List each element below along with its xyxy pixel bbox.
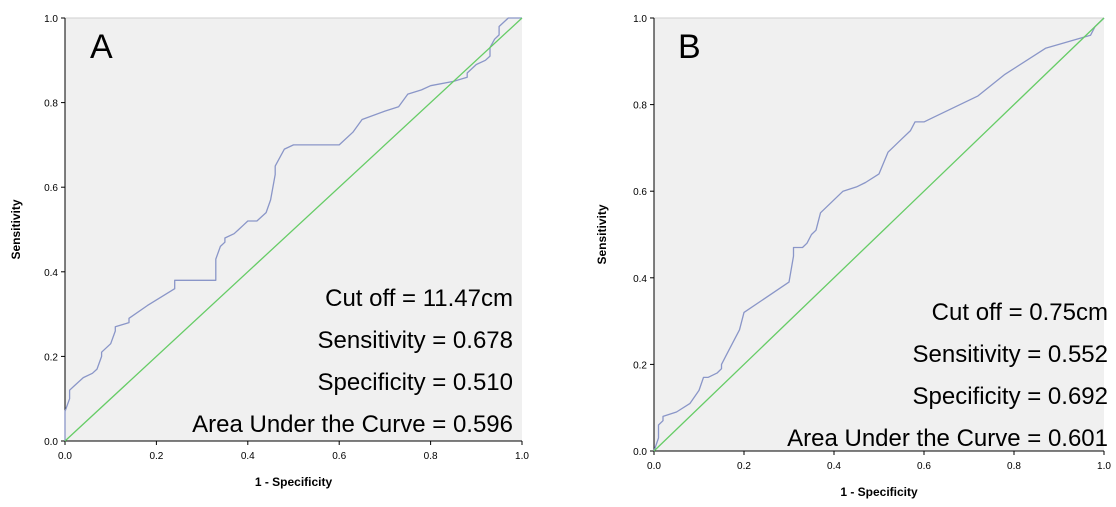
x-tick-label: 0.4: [241, 451, 255, 462]
x-tick-label: 0.8: [1007, 461, 1021, 472]
y-tick-label: 0.0: [633, 447, 647, 458]
y-tick-label: 0.4: [44, 268, 58, 279]
y-tick-label: 0.8: [633, 101, 647, 112]
stat-annotation: Sensitivity = 0.678: [318, 327, 513, 354]
x-tick-label: 0.2: [737, 461, 751, 472]
roc-curve-line: [653, 17, 1105, 452]
x-tick-label: 0.0: [58, 451, 72, 462]
x-tick-label: 0.0: [647, 461, 661, 472]
stat-annotation: Cut off = 0.75cm: [932, 299, 1108, 326]
y-tick-label: 0.2: [633, 360, 647, 371]
panel-label: B: [678, 28, 701, 66]
y-axis-title: Sensitivity: [9, 199, 23, 259]
stat-annotation: Area Under the Curve = 0.601: [787, 425, 1108, 452]
stat-annotation: Specificity = 0.510: [318, 369, 513, 396]
stat-annotation: Sensitivity = 0.552: [913, 341, 1108, 368]
stat-annotation: Specificity = 0.692: [913, 383, 1108, 410]
reference-line: [64, 17, 523, 442]
roc-chart-a-svg: 0.0 0.2 0.4 0.6 0.8 1.0 0.0 0.2 0.4 0.6 0.8 1.0 1 - …: [9, 14, 529, 489]
roc-chart-b: 0.0 0.2 0.4 0.6 0.8 1.0 0.0 0.2 0.4 0.6 0.8 1.0 1 - …: [568, 0, 1116, 502]
stat-annotation: Area Under the Curve = 0.596: [192, 411, 513, 438]
x-axis-title: 1 - Specificity: [255, 475, 333, 489]
y-tick-label: 1.0: [633, 14, 647, 25]
roc-chart-a: 0.0 0.2 0.4 0.6 0.8 1.0 0.0 0.2 0.4 0.6 0.8 1.0 1 - …: [0, 0, 548, 502]
panel-label: A: [90, 28, 113, 66]
x-axis-title: 1 - Specificity: [840, 485, 918, 499]
x-tick-label: 0.2: [149, 451, 163, 462]
reference-line: [653, 17, 1105, 452]
x-tick-label: 0.8: [424, 451, 438, 462]
y-tick-label: 0.8: [44, 99, 58, 110]
x-tick-label: 0.6: [332, 451, 346, 462]
y-tick-label: 1.0: [44, 14, 58, 25]
x-tick-label: 1.0: [1097, 461, 1111, 472]
y-tick-label: 0.2: [44, 352, 58, 363]
y-axis-title: Sensitivity: [595, 204, 609, 264]
x-tick-label: 0.4: [827, 461, 841, 472]
stat-annotation: Cut off = 11.47cm: [325, 285, 513, 312]
y-tick-label: 0.0: [44, 437, 58, 448]
roc-curve-line: [64, 17, 522, 441]
roc-chart-b-svg: 0.0 0.2 0.4 0.6 0.8 1.0 0.0 0.2 0.4 0.6 0.8 1.0 1 - …: [595, 14, 1111, 499]
x-tick-label: 1.0: [515, 451, 529, 462]
x-tick-label: 0.6: [917, 461, 931, 472]
y-tick-label: 0.4: [633, 274, 647, 285]
y-tick-label: 0.6: [633, 187, 647, 198]
y-tick-label: 0.6: [44, 183, 58, 194]
